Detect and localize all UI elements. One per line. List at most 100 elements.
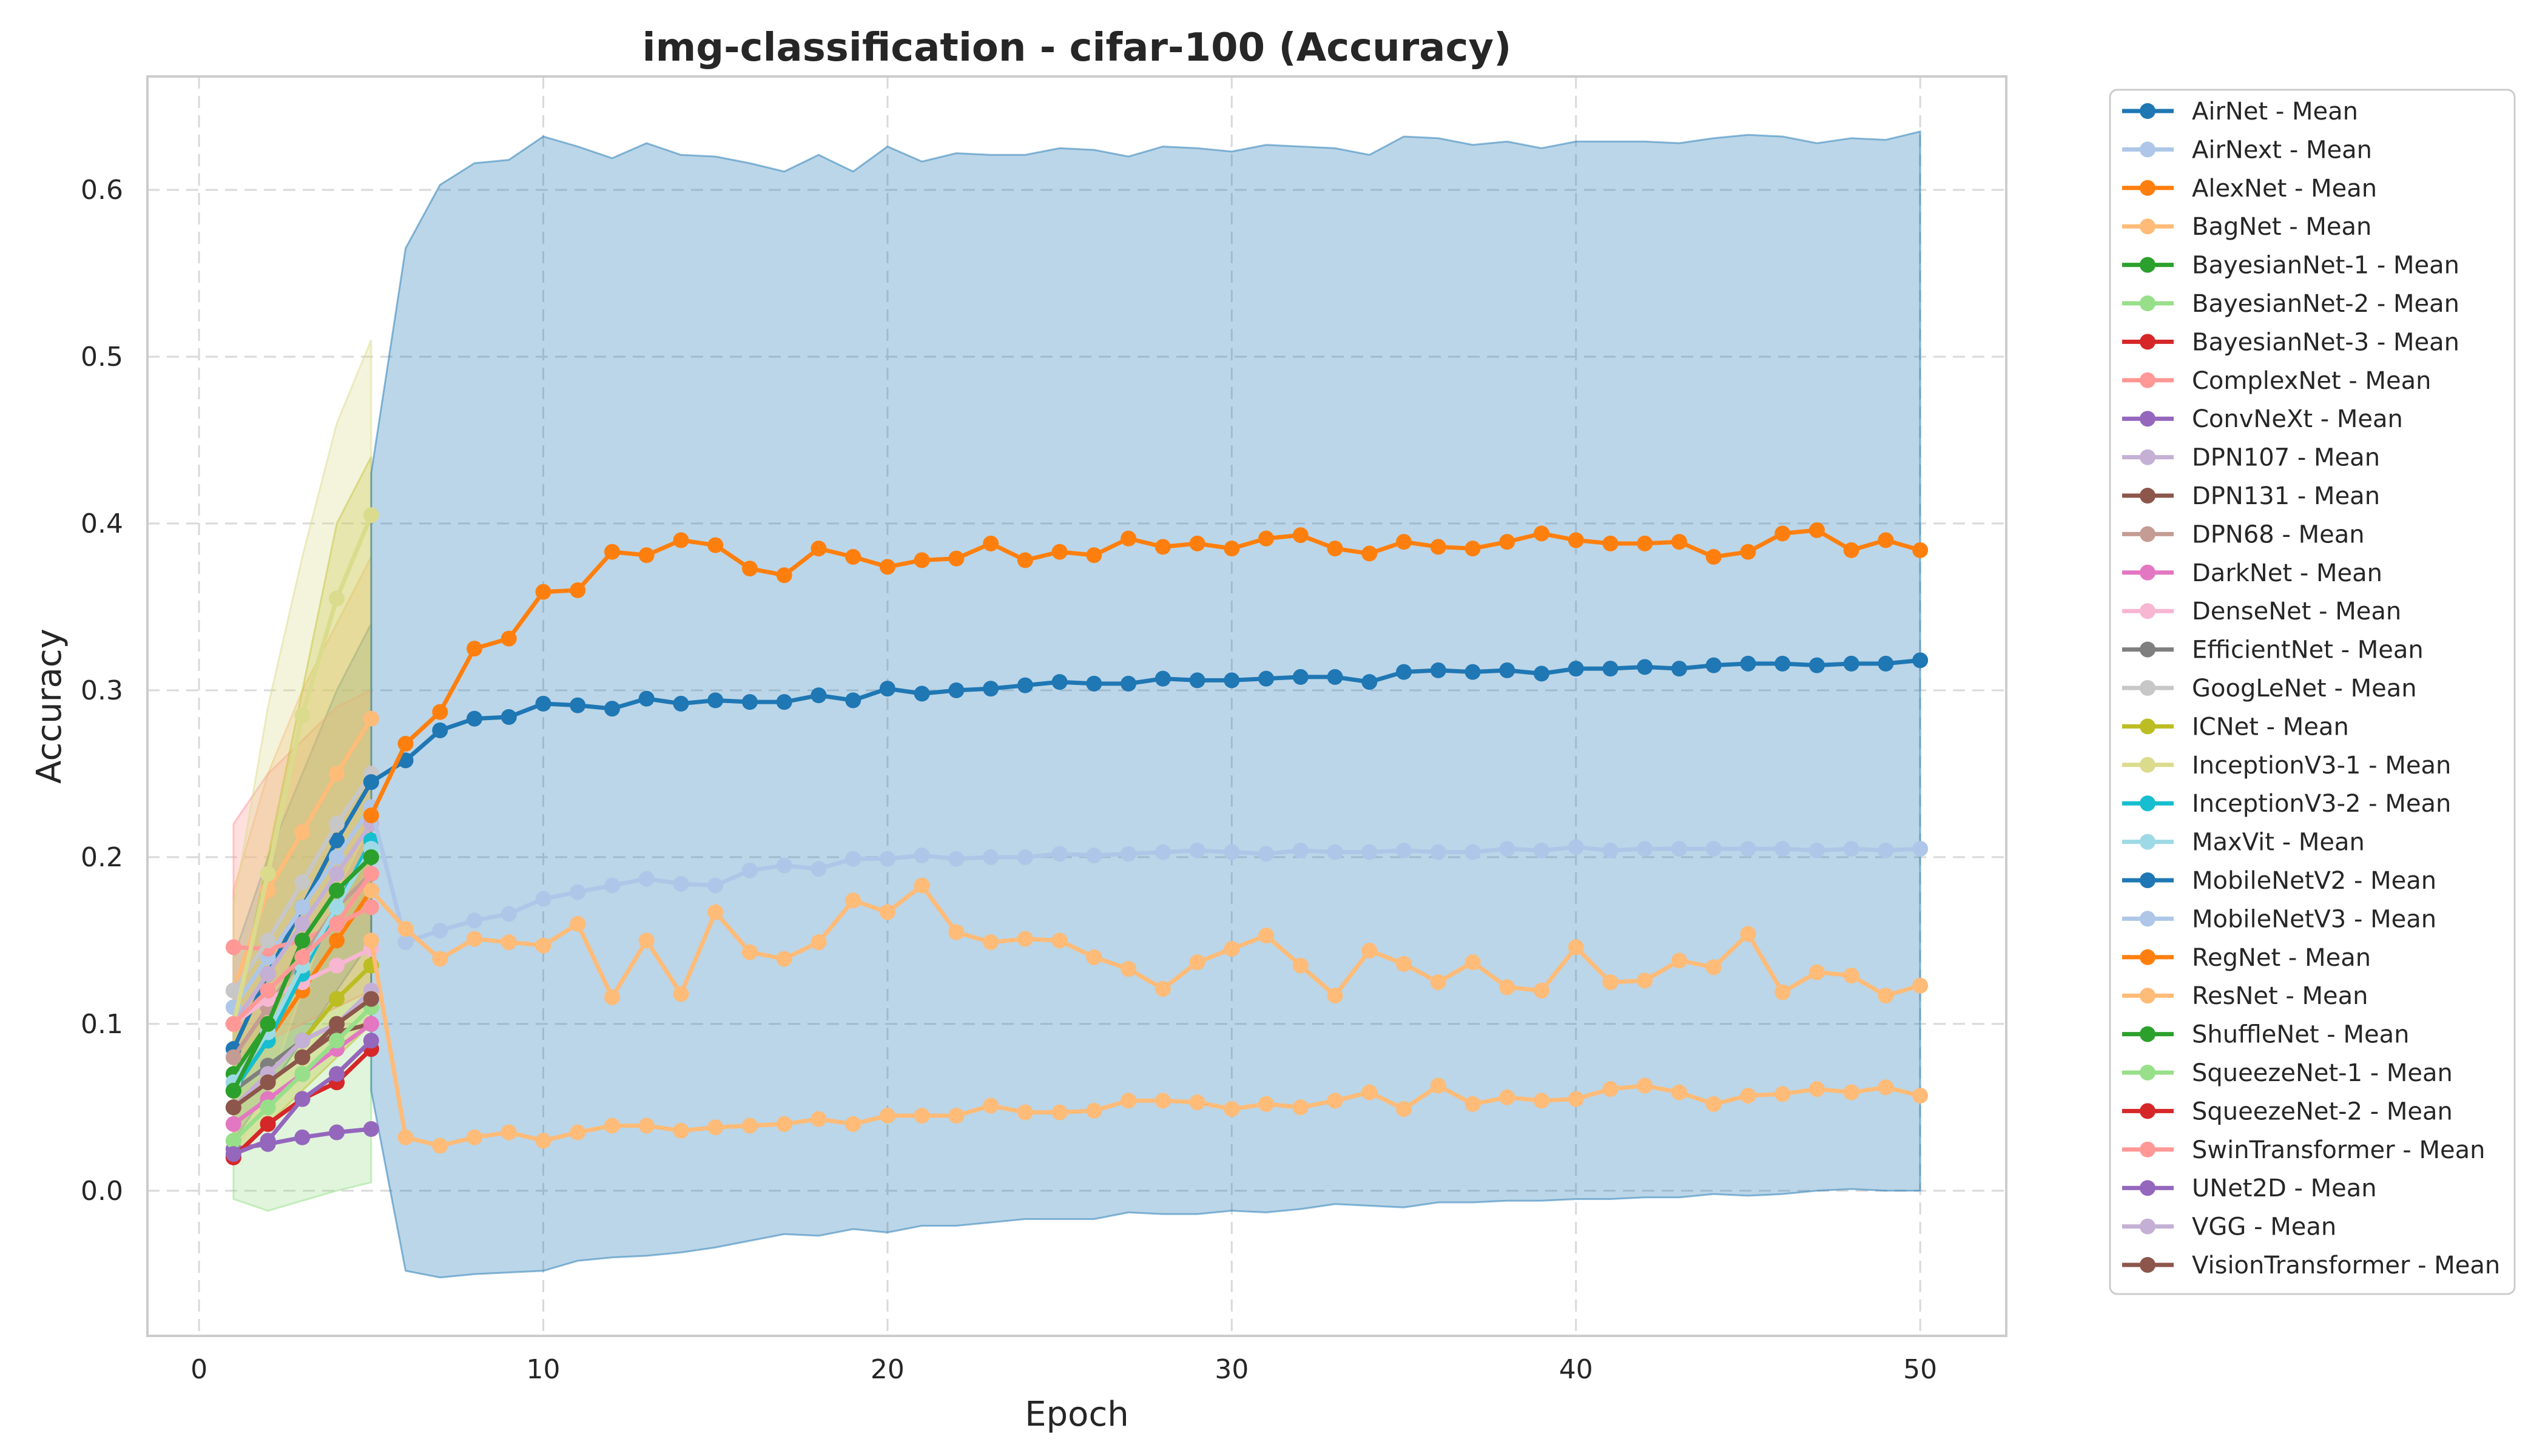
legend-marker — [2140, 641, 2155, 658]
legend-marker — [2140, 334, 2155, 350]
series-point — [1878, 988, 1894, 1004]
series-point — [707, 537, 724, 553]
series-point — [604, 989, 620, 1005]
series-point — [1499, 841, 1515, 857]
series-point — [467, 931, 483, 947]
series-point — [1671, 952, 1687, 969]
series-point — [1327, 669, 1343, 685]
series-point — [363, 899, 379, 915]
legend-marker — [2140, 949, 2155, 965]
series-point — [363, 1016, 379, 1032]
series-point — [1154, 981, 1171, 997]
y-tick-label: 0.6 — [81, 175, 123, 206]
series-point — [1602, 661, 1619, 677]
series-point — [1499, 534, 1515, 550]
series-point — [1396, 664, 1412, 680]
legend-label: BayesianNet-1 - Mean — [2192, 252, 2459, 280]
series-point — [1258, 928, 1275, 944]
legend-marker — [2140, 488, 2155, 504]
series-point — [1740, 544, 1756, 560]
legend-marker — [2140, 449, 2155, 465]
series-point — [638, 932, 655, 949]
series-point — [397, 1129, 414, 1145]
series-point — [260, 966, 276, 982]
series-point — [500, 934, 517, 951]
series-point — [1051, 1104, 1068, 1121]
series-point — [879, 904, 895, 920]
series-point — [983, 934, 999, 951]
series-point — [1499, 1089, 1515, 1105]
series-point — [776, 857, 792, 874]
series-point — [294, 899, 311, 915]
series-point — [811, 1111, 827, 1127]
series-point — [363, 932, 379, 949]
legend-marker — [2140, 680, 2155, 696]
x-tick-label: 0 — [190, 1354, 207, 1385]
series-point — [1396, 842, 1412, 858]
x-tick-label: 30 — [1215, 1354, 1249, 1385]
series-point — [776, 951, 792, 967]
series-point — [638, 871, 655, 887]
series-point — [467, 641, 483, 657]
series-point — [260, 982, 276, 999]
series-point — [604, 701, 620, 717]
series-point — [535, 937, 551, 954]
series-point — [1292, 527, 1309, 544]
legend-label: RegNet - Mean — [2192, 944, 2371, 972]
series-point — [260, 932, 276, 949]
series-point — [1637, 659, 1653, 675]
x-tick-label: 20 — [871, 1354, 905, 1385]
series-point — [363, 807, 379, 824]
series-point — [845, 1116, 861, 1132]
series-point — [1568, 1091, 1584, 1107]
series-point — [1705, 959, 1722, 976]
series-point — [1361, 1084, 1378, 1100]
series-point — [879, 559, 895, 575]
series-point — [294, 1066, 311, 1082]
series-point — [535, 584, 551, 600]
series-point — [811, 687, 827, 704]
series-point — [845, 548, 861, 565]
series-point — [225, 939, 241, 956]
legend-label: SwinTransformer - Mean — [2192, 1136, 2485, 1164]
series-point — [329, 957, 345, 974]
series-point — [914, 877, 930, 894]
line-layer — [225, 507, 1929, 1165]
series-point — [225, 1146, 241, 1162]
series-point — [363, 1033, 379, 1049]
series-point — [1224, 844, 1240, 860]
series-point — [776, 1116, 792, 1132]
band-layer — [232, 130, 1921, 1279]
series-point — [1017, 552, 1033, 568]
series-point — [948, 550, 965, 567]
series-point — [500, 1124, 517, 1141]
legend-marker — [2140, 834, 2155, 850]
legend-marker — [2140, 603, 2155, 619]
series-point — [673, 875, 689, 892]
series-point — [948, 924, 965, 940]
series-point — [294, 1049, 311, 1065]
series-point — [329, 899, 345, 915]
series-point — [260, 1016, 276, 1032]
series-point — [741, 694, 758, 710]
series-point — [1878, 1079, 1894, 1096]
legend-label: BayesianNet-3 - Mean — [2192, 328, 2459, 356]
series-point — [260, 1074, 276, 1091]
series-point — [1808, 842, 1825, 858]
series-point — [329, 1066, 345, 1082]
legend-label: InceptionV3-1 - Mean — [2192, 752, 2451, 780]
series-point — [1430, 539, 1446, 555]
series-point — [1086, 949, 1102, 965]
series-point — [535, 1133, 551, 1149]
legend-marker — [2140, 1141, 2155, 1158]
series-point — [1121, 1093, 1137, 1109]
legend-marker — [2140, 988, 2155, 1004]
series-point — [845, 692, 861, 709]
series-line — [369, 528, 1921, 817]
legend-marker — [2140, 1218, 2155, 1235]
series-point — [948, 682, 965, 698]
legend-marker — [2140, 795, 2155, 812]
series-point — [1534, 842, 1549, 858]
y-tick-label: 0.0 — [81, 1176, 123, 1207]
series-point — [1361, 942, 1378, 959]
